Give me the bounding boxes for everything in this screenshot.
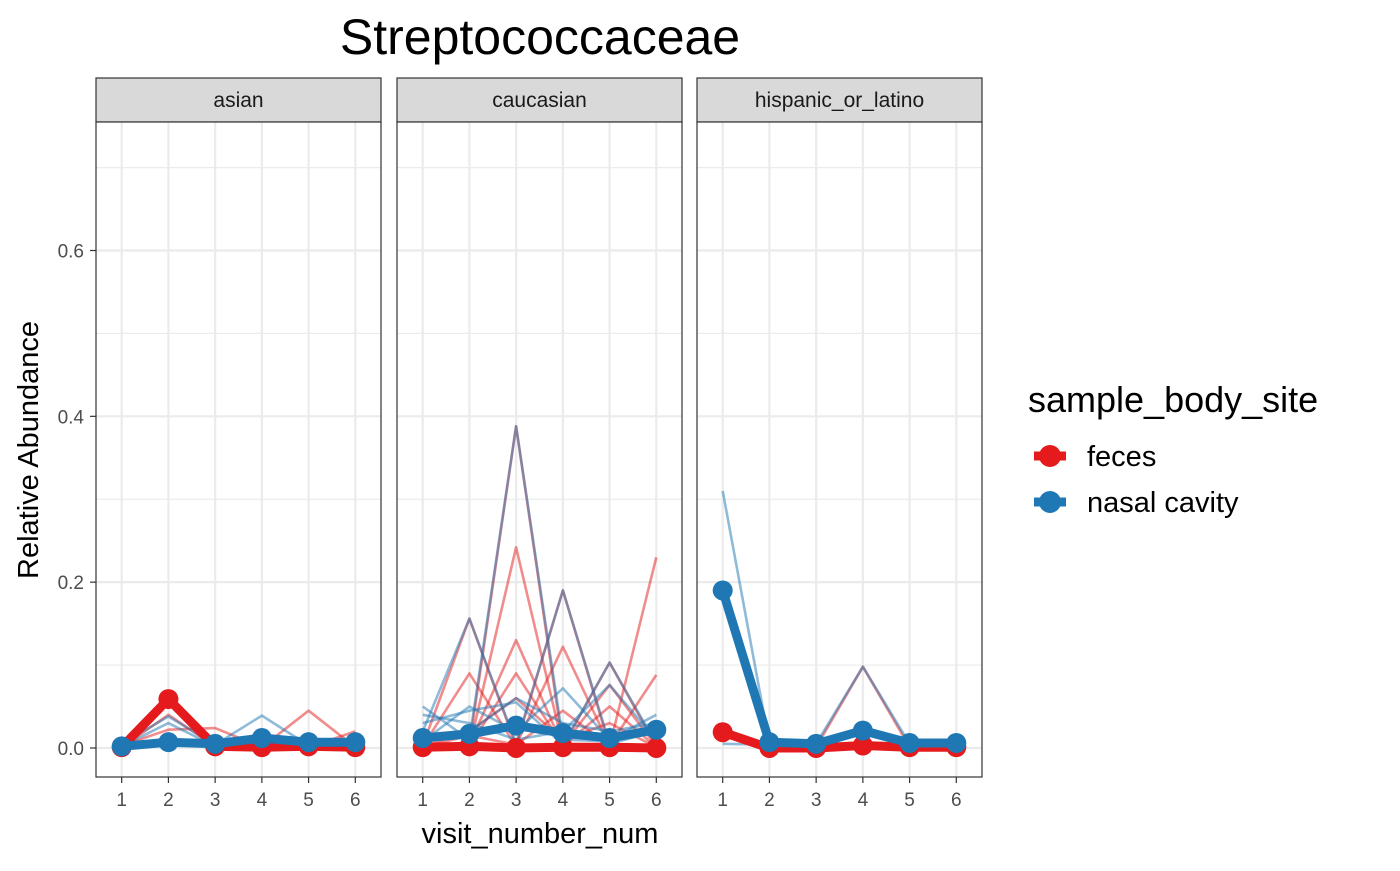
panel-background <box>96 122 381 777</box>
series-line-feces <box>418 741 661 753</box>
x-axis-label: visit_number_num <box>422 818 659 850</box>
data-point-nasal-cavity <box>759 732 780 753</box>
panel-grid <box>397 122 682 777</box>
data-point-nasal-cavity <box>298 732 319 753</box>
data-point-nasal-cavity <box>251 728 272 749</box>
individual-line-nasal-cavity <box>422 683 658 742</box>
y-tick-label: 0.4 <box>58 407 85 428</box>
data-point-nasal-cavity <box>899 733 920 754</box>
facet-strip <box>95 77 382 123</box>
x-tick-label: 2 <box>464 790 475 811</box>
data-point-nasal-cavity <box>712 580 733 601</box>
y-tick-label: 0.0 <box>58 739 84 760</box>
series-line-nasal-cavity <box>117 733 360 751</box>
data-point-nasal-cavity <box>412 728 433 749</box>
y-axis: 0.0 0.2 0.4 0.6 <box>58 242 96 760</box>
x-tick-label: 4 <box>558 790 569 811</box>
series-nasal-cavity <box>111 728 366 757</box>
x-tick-label: 1 <box>116 790 127 811</box>
data-point-nasal-cavity <box>205 733 226 754</box>
legend-label: feces <box>1087 441 1156 473</box>
panel-background <box>697 122 982 777</box>
facet-panel-caucasian: caucasian 1 2 3 4 5 6 <box>396 77 683 811</box>
facet-strip <box>696 77 983 123</box>
x-tick-label: 5 <box>904 790 915 811</box>
x-tick-label: 3 <box>511 790 522 811</box>
data-point-nasal-cavity <box>345 732 366 753</box>
x-tick-label: 4 <box>257 790 268 811</box>
facet-panel-hispanic_or_latino: hispanic_or_latino 1 2 3 4 5 6 <box>696 77 983 811</box>
legend-key-point <box>1039 445 1061 467</box>
series-nasal-cavity <box>712 580 967 754</box>
legend-entry-feces: feces <box>1034 441 1156 473</box>
data-point-feces <box>506 737 527 758</box>
legend: sample_body_site feces nasal cavity <box>1028 379 1318 519</box>
data-point-feces <box>646 737 667 758</box>
legend-key-point <box>1039 491 1061 513</box>
x-tick-label: 4 <box>858 790 869 811</box>
data-point-nasal-cavity <box>158 732 179 753</box>
legend-title: sample_body_site <box>1028 379 1318 420</box>
data-point-nasal-cavity <box>852 720 873 741</box>
data-point-feces <box>852 735 873 756</box>
y-axis-label: Relative Abundance <box>13 321 45 579</box>
data-point-nasal-cavity <box>552 723 573 744</box>
facet-strip <box>396 77 683 123</box>
facet-strip-label: asian <box>213 89 263 112</box>
panel-border <box>396 121 683 778</box>
panel-grid <box>96 122 381 777</box>
data-point-nasal-cavity <box>459 723 480 744</box>
data-point-nasal-cavity <box>506 715 527 736</box>
x-tick-label: 3 <box>811 790 822 811</box>
y-tick-label: 0.6 <box>58 242 84 263</box>
facet-strip-label: caucasian <box>492 89 587 112</box>
data-point-nasal-cavity <box>599 728 620 749</box>
data-point-nasal-cavity <box>946 733 967 754</box>
series-nasal-cavity <box>412 715 667 749</box>
data-point-nasal-cavity <box>111 736 132 757</box>
x-tick-label: 5 <box>303 790 314 811</box>
x-tick-label: 5 <box>604 790 615 811</box>
x-axis: 1 2 3 4 5 6 <box>417 777 662 811</box>
facet-strip-label: hispanic_or_latino <box>755 89 924 112</box>
x-tick-label: 6 <box>951 790 962 811</box>
y-tick-label: 0.2 <box>58 573 84 594</box>
legend-entries: feces nasal cavity <box>1034 441 1239 519</box>
data-point-feces <box>158 689 179 710</box>
panel-border <box>95 121 382 778</box>
facet-panel-asian: asian 1 2 3 4 5 6 0.0 0.2 0.4 0.6 <box>58 77 382 811</box>
data-point-nasal-cavity <box>646 719 667 740</box>
series-feces <box>412 736 667 758</box>
x-tick-label: 2 <box>764 790 775 811</box>
data-point-nasal-cavity <box>806 733 827 754</box>
x-tick-label: 2 <box>163 790 174 811</box>
x-tick-label: 1 <box>717 790 728 811</box>
data-point-feces <box>712 722 733 743</box>
x-tick-label: 6 <box>350 790 361 811</box>
legend-entry-nasal-cavity: nasal cavity <box>1034 487 1239 519</box>
x-tick-label: 3 <box>210 790 221 811</box>
x-tick-label: 1 <box>417 790 428 811</box>
x-axis: 1 2 3 4 5 6 <box>116 777 361 811</box>
panel-border <box>696 121 983 778</box>
x-tick-label: 6 <box>651 790 662 811</box>
x-axis: 1 2 3 4 5 6 <box>717 777 962 811</box>
panel-background <box>397 122 682 777</box>
chart-title: Streptococcaceae <box>340 9 740 65</box>
data-point-feces <box>552 737 573 758</box>
legend-label: nasal cavity <box>1087 487 1239 519</box>
